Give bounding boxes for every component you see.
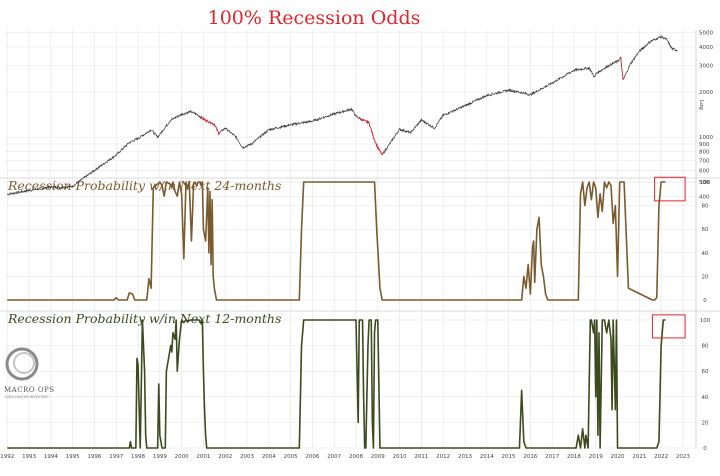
x-tick-label: 2023 bbox=[676, 454, 690, 460]
y-tick-label-log: 3000 bbox=[699, 64, 713, 70]
y-tick-label-log: 800 bbox=[699, 150, 710, 156]
x-tick-label: 2008 bbox=[349, 454, 363, 460]
y-tick-label-bottom: 0 bbox=[703, 446, 707, 452]
y-tick-label-log: 1000 bbox=[699, 135, 713, 141]
x-tick-label: 2010 bbox=[393, 454, 407, 460]
x-tick-label: 1997 bbox=[109, 454, 123, 460]
highlight-box-bottom bbox=[651, 314, 686, 339]
axis-layer: 1992 1993 1994 1995 1996 1997 1998 1999 2000 2001… bbox=[0, 31, 713, 460]
x-tick-label: 2017 bbox=[545, 454, 559, 460]
x-tick-label: 2022 bbox=[654, 454, 668, 460]
prob-24m-line bbox=[7, 181, 666, 301]
x-tick-label: 2002 bbox=[218, 454, 232, 460]
y-tick-label-bottom: 100 bbox=[700, 318, 711, 324]
x-tick-label: 2007 bbox=[327, 454, 341, 460]
x-tick-label: 2013 bbox=[458, 454, 472, 460]
y-tick-label-middle: 100 bbox=[700, 180, 711, 186]
y-tick-label-middle: 20 bbox=[702, 274, 709, 280]
y-tick-label-middle: 60 bbox=[702, 227, 709, 233]
prob-12m-line bbox=[7, 319, 666, 449]
logo-text: MACRO OPS bbox=[4, 386, 55, 394]
y-tick-label-log: 900 bbox=[699, 142, 710, 148]
highlight-layer bbox=[651, 176, 686, 339]
y-tick-label-log: 4000 bbox=[699, 45, 713, 51]
sp500-recession-line bbox=[200, 56, 626, 156]
log-axis-label: Log bbox=[698, 100, 704, 110]
macro-ops-logo: MACRO OPS DATA DRIVEN INVESTING bbox=[4, 347, 55, 399]
y-tick-label-middle: 80 bbox=[702, 204, 709, 210]
y-tick-label-bottom: 40 bbox=[702, 395, 709, 401]
y-tick-label-middle: 40 bbox=[702, 251, 709, 257]
x-tick-label: 2009 bbox=[371, 454, 385, 460]
chart-title: 100% Recession Odds bbox=[208, 7, 421, 29]
x-tick-label: 1996 bbox=[87, 454, 101, 460]
x-tick-label: 2011 bbox=[414, 454, 428, 460]
y-tick-label-middle: 0 bbox=[703, 298, 707, 304]
y-tick-label-log: 2000 bbox=[699, 90, 713, 96]
x-tick-label: 2016 bbox=[523, 454, 537, 460]
x-tick-label: 1993 bbox=[22, 454, 36, 460]
x-tick-label: 1998 bbox=[131, 454, 145, 460]
y-tick-label-bottom: 20 bbox=[702, 420, 709, 426]
highlight-box-middle bbox=[654, 176, 686, 202]
x-tick-label: 2019 bbox=[589, 454, 603, 460]
series-layer bbox=[7, 35, 678, 449]
y-tick-label-log: 600 bbox=[699, 168, 710, 174]
logo-subtext: DATA DRIVEN INVESTING bbox=[5, 395, 49, 399]
y-tick-label-bottom: 80 bbox=[702, 344, 709, 350]
y-tick-label-log: 400 bbox=[699, 195, 710, 201]
y-tick-label-log: 5000 bbox=[699, 31, 713, 37]
x-tick-label: 2000 bbox=[175, 454, 189, 460]
y-tick-label-bottom: 60 bbox=[702, 369, 709, 375]
x-tick-label: 1994 bbox=[44, 454, 58, 460]
x-tick-label: 2014 bbox=[480, 454, 494, 460]
panel-title-12m: Recession Probability w/in Next 12-month… bbox=[7, 311, 281, 326]
logo-ring bbox=[5, 347, 39, 381]
x-tick-label: 2012 bbox=[436, 454, 450, 460]
x-tick-label: 2018 bbox=[567, 454, 581, 460]
sp500-line bbox=[7, 35, 678, 196]
x-tick-label: 2020 bbox=[611, 454, 625, 460]
x-tick-label: 2005 bbox=[284, 454, 298, 460]
y-tick-label-log: 500 bbox=[699, 180, 710, 186]
grid-layer bbox=[0, 30, 720, 449]
x-tick-label: 2021 bbox=[632, 454, 646, 460]
x-tick-label: 1995 bbox=[66, 454, 80, 460]
y-tick-label-log: 700 bbox=[699, 158, 710, 164]
x-tick-label: 1999 bbox=[153, 454, 167, 460]
x-tick-label: 2001 bbox=[196, 454, 210, 460]
x-tick-label: 1992 bbox=[0, 454, 14, 460]
logo-ring-inner bbox=[13, 352, 35, 374]
x-tick-label: 2015 bbox=[502, 454, 516, 460]
x-tick-label: 2004 bbox=[262, 454, 276, 460]
x-tick-label: 2003 bbox=[240, 454, 254, 460]
panel-title-24m: Recession Probability w/in Next 24-month… bbox=[7, 178, 281, 193]
x-tick-label: 2006 bbox=[305, 454, 319, 460]
